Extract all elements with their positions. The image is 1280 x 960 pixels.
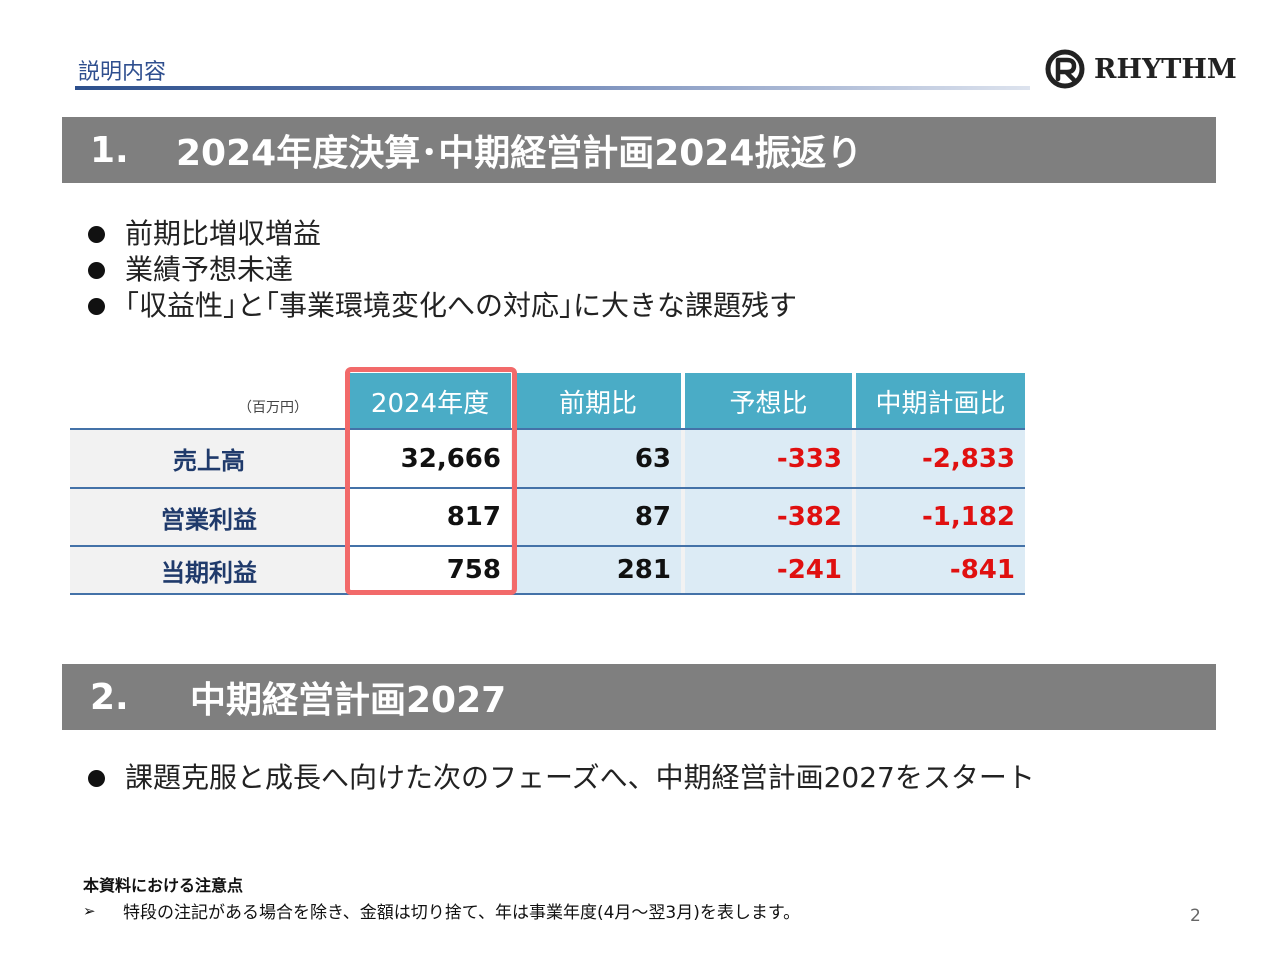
row-label: 売上高 bbox=[173, 447, 245, 475]
row-label: 当期利益 bbox=[161, 558, 257, 587]
list-item: 業績予想未達 bbox=[88, 252, 797, 288]
table-rule bbox=[70, 545, 1025, 547]
bullet-icon bbox=[88, 225, 105, 243]
list-item: ｢収益性｣と｢事業環境変化への対応｣に大きな課題残す bbox=[88, 288, 797, 324]
bullet-list-2: 課題克服と成長へ向けた次のフェーズへ、中期経営計画2027をスタート bbox=[88, 760, 1035, 796]
bullet-icon bbox=[88, 769, 105, 787]
row-label: 営業利益 bbox=[161, 505, 257, 534]
company-logo: RHYTHM bbox=[1044, 47, 1244, 91]
table-cell: -241 bbox=[685, 547, 852, 593]
table-rule bbox=[70, 593, 1025, 595]
column-header: 中期計画比 bbox=[856, 373, 1025, 429]
section-title: 2024年度決算･中期経営計画2024振返り bbox=[176, 133, 863, 174]
section-number: 2. bbox=[90, 676, 129, 718]
table-cell: 87 bbox=[515, 489, 681, 545]
section-number: 1. bbox=[90, 129, 129, 171]
table-cell: 758 bbox=[349, 547, 511, 593]
notes-item: ➢ 特段の注記がある場合を除き、金額は切り捨て、年は事業年度(4月～翌3月)を表… bbox=[83, 901, 801, 924]
bullet-icon bbox=[88, 261, 105, 279]
section-title: 中期経営計画2027 bbox=[190, 680, 507, 721]
rhythm-logo-icon bbox=[1045, 49, 1085, 89]
table-cell: 32,666 bbox=[349, 430, 511, 487]
arrow-bullet-icon: ➢ bbox=[83, 901, 96, 920]
notes-title: 本資料における注意点 bbox=[83, 876, 244, 895]
section-heading-1: 1. 2024年度決算･中期経営計画2024振返り bbox=[62, 117, 1216, 183]
table-cell: 281 bbox=[515, 547, 681, 593]
unit-label: （百万円） bbox=[238, 400, 308, 416]
table-cell: -382 bbox=[685, 489, 852, 545]
column-header: 前期比 bbox=[515, 373, 681, 429]
table-cell: -333 bbox=[685, 430, 852, 487]
table-cell: -2,833 bbox=[856, 430, 1025, 487]
bullet-list-1: 前期比増収増益 業績予想未達 ｢収益性｣と｢事業環境変化への対応｣に大きな課題残… bbox=[88, 216, 797, 324]
column-header: 予想比 bbox=[685, 373, 852, 429]
bullet-icon bbox=[88, 297, 105, 315]
table-cell: 63 bbox=[515, 430, 681, 487]
table-row: 営業利益 817 87 -382 -1,182 bbox=[70, 489, 1025, 545]
page-number: 2 bbox=[1190, 906, 1201, 926]
list-item: 課題克服と成長へ向けた次のフェーズへ、中期経営計画2027をスタート bbox=[88, 760, 1035, 796]
table-rule bbox=[70, 428, 1025, 430]
logo-text: RHYTHM bbox=[1094, 53, 1237, 85]
header-rule bbox=[75, 86, 1030, 90]
table-cell: -841 bbox=[856, 547, 1025, 593]
section-label: 説明内容 bbox=[78, 60, 167, 85]
table-row: 当期利益 758 281 -241 -841 bbox=[70, 547, 1025, 593]
table-rule bbox=[70, 487, 1025, 489]
table-row: 売上高 32,666 63 -333 -2,833 bbox=[70, 430, 1025, 487]
section-heading-2: 2. 中期経営計画2027 bbox=[62, 664, 1216, 730]
table-cell: -1,182 bbox=[856, 489, 1025, 545]
table-cell: 817 bbox=[349, 489, 511, 545]
column-header: 2024年度 bbox=[349, 373, 511, 429]
list-item: 前期比増収増益 bbox=[88, 216, 797, 252]
